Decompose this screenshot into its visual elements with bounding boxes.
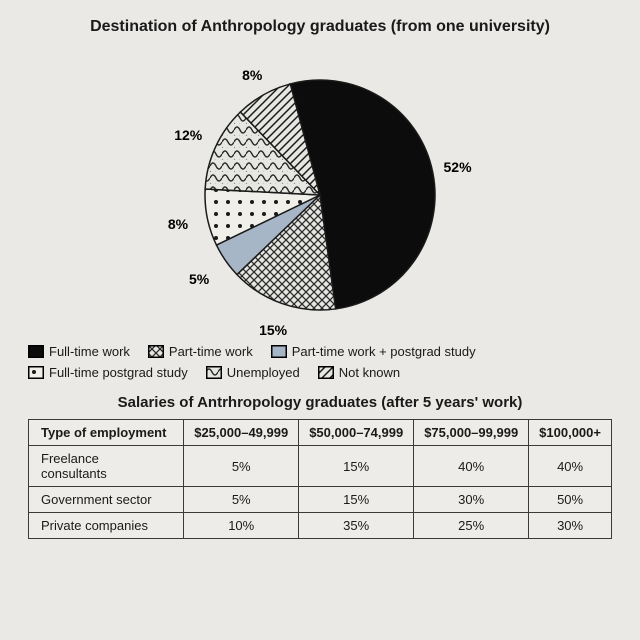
legend-label: Part-time work xyxy=(169,344,253,359)
legend-item: Not known xyxy=(318,365,400,380)
table-title: Salaries of Antrhropology graduates (aft… xyxy=(28,394,612,411)
pie-chart: 52% 15% 5% 8% 12% 8% xyxy=(30,40,610,340)
legend-label: Full-time postgrad study xyxy=(49,365,188,380)
table-cell: 50% xyxy=(529,487,612,513)
legend-item: Full-time postgrad study xyxy=(28,365,188,380)
pie-slice-label: 15% xyxy=(259,322,287,338)
table-cell: 35% xyxy=(299,513,414,539)
legend-swatch xyxy=(28,366,44,379)
chart-title: Destination of Anthropology graduates (f… xyxy=(28,18,612,36)
table-cell: 25% xyxy=(414,513,529,539)
table-row: Government sector5%15%30%50% xyxy=(29,487,612,513)
table-header: $100,000+ xyxy=(529,420,612,446)
legend-label: Part-time work + postgrad study xyxy=(292,344,476,359)
pie-slice-label: 8% xyxy=(168,216,188,232)
pie-slice-label: 5% xyxy=(189,271,209,287)
legend-swatch xyxy=(28,345,44,358)
salary-table: Type of employment$25,000–49,999$50,000–… xyxy=(28,419,612,539)
table-cell: 30% xyxy=(414,487,529,513)
table-row-name: Private companies xyxy=(29,513,184,539)
table-header: $25,000–49,999 xyxy=(184,420,299,446)
legend-item: Part-time work xyxy=(148,344,253,359)
table-header: $75,000–99,999 xyxy=(414,420,529,446)
legend-swatch xyxy=(271,345,287,358)
table-cell: 5% xyxy=(184,446,299,487)
table-cell: 5% xyxy=(184,487,299,513)
legend: Full-time work Part-time work Part-time w… xyxy=(28,344,612,380)
legend-label: Full-time work xyxy=(49,344,130,359)
table-row: Freelance consultants5%15%40%40% xyxy=(29,446,612,487)
table-header: $50,000–74,999 xyxy=(299,420,414,446)
table-header-rowtitle: Type of employment xyxy=(29,420,184,446)
table-cell: 40% xyxy=(529,446,612,487)
table-cell: 30% xyxy=(529,513,612,539)
legend-swatch xyxy=(148,345,164,358)
legend-swatch xyxy=(318,366,334,379)
table-row: Private companies10%35%25%30% xyxy=(29,513,612,539)
legend-swatch xyxy=(206,366,222,379)
pie-slice-label: 52% xyxy=(444,159,472,175)
table-cell: 40% xyxy=(414,446,529,487)
legend-item: Unemployed xyxy=(206,365,300,380)
pie-slice-label: 8% xyxy=(242,67,262,83)
table-row-name: Freelance consultants xyxy=(29,446,184,487)
legend-item: Part-time work + postgrad study xyxy=(271,344,476,359)
legend-item: Full-time work xyxy=(28,344,130,359)
table-cell: 15% xyxy=(299,446,414,487)
table-cell: 15% xyxy=(299,487,414,513)
legend-label: Not known xyxy=(339,365,400,380)
table-cell: 10% xyxy=(184,513,299,539)
table-row-name: Government sector xyxy=(29,487,184,513)
pie-slice-label: 12% xyxy=(174,127,202,143)
legend-label: Unemployed xyxy=(227,365,300,380)
